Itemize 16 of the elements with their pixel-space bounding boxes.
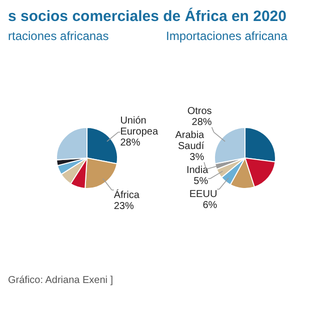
text: Gráfico: Adriana Exeni ]: [8, 275, 114, 286]
slice-label: Otros: [187, 106, 212, 118]
data-label: 28%: [120, 138, 140, 149]
data-label: 3%: [190, 152, 204, 164]
chart-title: s socios comerciales de África en 2020: [8, 8, 288, 25]
chart-subtitle: rtaciones africanas: [8, 29, 110, 45]
legend-label: Arabia Saudí: [175, 130, 205, 152]
data-label: 6%: [202, 200, 218, 212]
slice-label: África: [114, 189, 140, 201]
data-label: 5%: [194, 176, 208, 188]
chart-title: Importaciones africana: [166, 29, 288, 45]
data-label: 28%: [192, 117, 212, 128]
data-label: 23%: [114, 201, 134, 212]
slice-label: India: [186, 165, 209, 176]
slice-label: EEUU: [189, 189, 218, 200]
slice-label: Unión Europea: [120, 116, 158, 138]
